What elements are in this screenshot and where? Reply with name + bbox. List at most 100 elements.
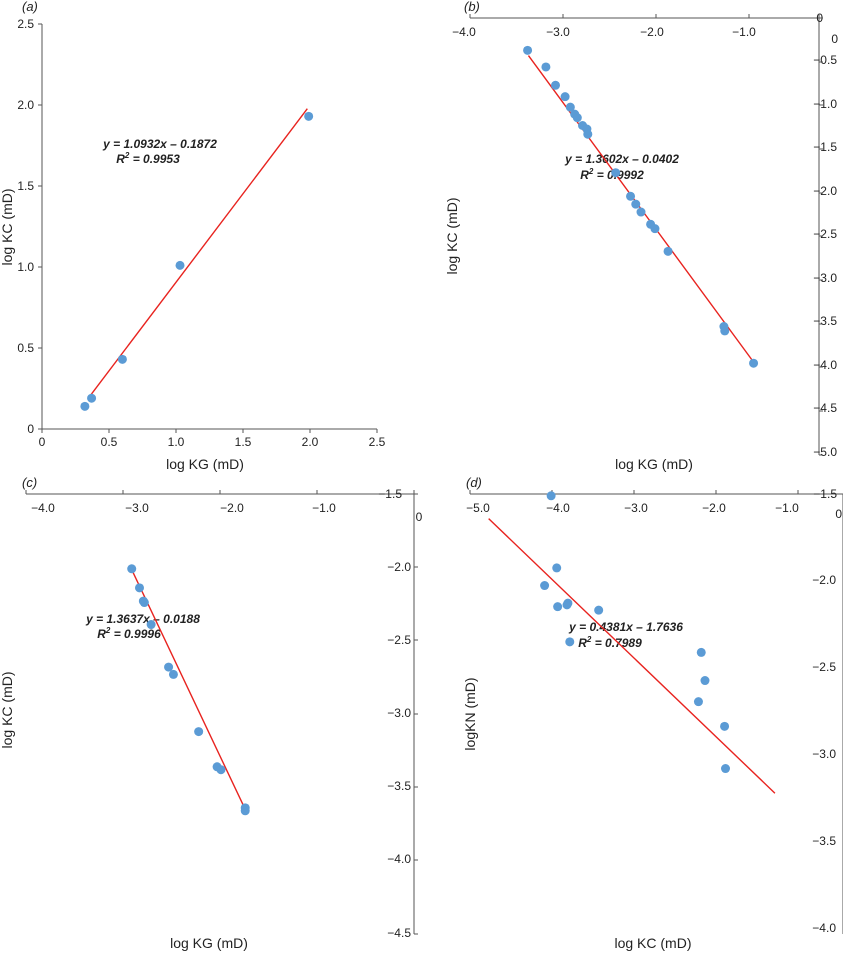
- panel-d-data-point: [540, 581, 550, 591]
- panel-b-equation: y = 1.3602x – 0.0402: [564, 152, 679, 166]
- panel-d-data-point: [700, 676, 710, 686]
- y-origin-label: 0: [835, 507, 842, 521]
- y-tick-label: 2.5: [17, 17, 34, 31]
- y-tick-label: −2.0: [812, 573, 836, 587]
- panel-d-equation: y = 0.4381x – 1.7636: [568, 620, 683, 634]
- panel-b-data-point: [636, 207, 646, 217]
- panel-b-data-point: [611, 168, 621, 178]
- panel-a-r-squared: R2 = 0.9953: [116, 151, 180, 166]
- y-tick-label: −2.5: [812, 660, 836, 674]
- y-tick-label: −4.0: [812, 921, 836, 935]
- panel-b-data-point: [663, 246, 673, 256]
- panel-b-y-axis-title: log KC (mD): [444, 197, 460, 274]
- panel-d-x-ticks: −5.0 −4.0 −3.0 −2.0 −1.0: [466, 501, 799, 515]
- panel-b-data-point: [560, 92, 570, 102]
- panel-b-data-point: [720, 326, 730, 336]
- y-tick-label: −1.0: [813, 97, 837, 111]
- y-tick-label: −2.0: [813, 184, 837, 198]
- panel-d-y-axis-title: logKN (mD): [462, 677, 478, 750]
- panel-c-x-ticks: −4.0 −3.0 −2.0 −1.0: [31, 501, 336, 515]
- panel-b-x-ticks: −4.0 −3.0 −2.0 −1.0 0: [452, 25, 838, 46]
- panel-a-label: (a): [22, 0, 38, 14]
- y-tick-label: −3.5: [813, 314, 837, 328]
- panel-a-data-point: [87, 393, 97, 403]
- x-tick-label: −3.0: [125, 501, 149, 515]
- panel-d-y-ticks: −1.5 −2.0 −2.5 −3.0 −3.5 −4.0: [812, 487, 837, 935]
- panel-d-data-point: [721, 764, 731, 774]
- x-tick-label: 2.0: [302, 435, 319, 449]
- panel-c-label: (c): [22, 475, 37, 490]
- y-tick-label: 0: [27, 422, 34, 436]
- panel-d-data-point: [553, 602, 563, 612]
- x-tick-label: −1.0: [732, 25, 756, 39]
- panel-b-y-ticks: 0 −0.5 −1.0 −1.5 −2.0 −2.5 −3.0 −3.5 −4.…: [813, 11, 837, 459]
- y-tick-label: 1.0: [17, 260, 34, 274]
- panel-a: (a) 0 0.5 1.0 1.5 2.0 2.5 0 0.5 1.0 1.5 …: [0, 0, 386, 472]
- y-tick-label: −2.0: [387, 560, 411, 574]
- y-tick-label: −3.0: [387, 706, 411, 720]
- x-tick-label: −2.0: [702, 501, 726, 515]
- panel-c-data-point: [146, 620, 156, 630]
- panel-a-data-point: [117, 354, 127, 364]
- panel-b-data-point: [523, 45, 533, 55]
- panel-c-data-point: [127, 564, 137, 574]
- panel-a-data-point: [175, 260, 185, 270]
- panel-b-data-point: [551, 80, 561, 90]
- panel-a-x-ticks: 0 0.5 1.0 1.5 2.0 2.5: [39, 435, 386, 449]
- panel-c-y-ticks: −1.5 −2.0 −2.5 −3.0 −3.5 −4.0 −4.5: [378, 487, 411, 940]
- y-tick-label: −5.0: [813, 445, 837, 459]
- panel-c-data-point: [216, 765, 226, 775]
- x-tick-label: −5.0: [466, 501, 490, 515]
- panel-c-data-point: [134, 583, 144, 593]
- panel-c-data-point: [164, 662, 174, 672]
- panel-b-data-point: [626, 191, 636, 201]
- panel-d-data-point: [546, 491, 556, 501]
- panel-d-trend-line: [488, 518, 776, 794]
- panel-c-data-point: [168, 669, 178, 679]
- panel-a-data-point: [304, 111, 314, 121]
- x-tick-label: −3.0: [546, 25, 570, 39]
- panel-b-label: (b): [464, 0, 480, 14]
- panel-a-y-ticks: 0 0.5 1.0 1.5 2.0 2.5: [17, 17, 34, 436]
- y-tick-label: −4.0: [813, 358, 837, 372]
- panel-b-data-point: [749, 358, 759, 368]
- panel-d-x-axis-title: log KC (mD): [614, 935, 691, 951]
- panel-d-data-point: [693, 697, 703, 707]
- x-tick-label: 0: [831, 32, 838, 46]
- y-tick-label: −4.5: [813, 401, 837, 415]
- panel-b: (b) −4.0 −3.0 −2.0 −1.0 0 0 −0.5 −1.0 −1…: [444, 0, 838, 472]
- y-tick-label: −4.0: [387, 852, 411, 866]
- y-tick-label: −1.5: [813, 140, 837, 154]
- x-tick-label: −1.0: [775, 501, 799, 515]
- x-tick-label: 1.0: [168, 435, 185, 449]
- y-tick-label: −3.0: [813, 271, 837, 285]
- x-tick-label: 1.5: [235, 435, 252, 449]
- panel-c-trend-line: [132, 571, 246, 810]
- y-tick-label: −2.5: [813, 227, 837, 241]
- panel-c: (c) −4.0 −3.0 −2.0 −1.0 0 −1.5 −2.0 −2.5…: [0, 475, 423, 951]
- x-tick-label: 0: [39, 435, 46, 449]
- x-tick-label: −3.0: [624, 501, 648, 515]
- y-tick-label: −3.5: [812, 834, 836, 848]
- panel-d-data-point: [594, 605, 604, 615]
- panel-c-y-axis-title: log KC (mD): [0, 671, 15, 748]
- panel-b-data-point: [572, 113, 582, 123]
- panel-d-r-squared: R2 = 0.7989: [578, 635, 642, 650]
- panel-b-data-point: [541, 62, 551, 72]
- panel-d-data-point: [720, 721, 730, 731]
- y-tick-label: −3.5: [387, 779, 411, 793]
- x-tick-label: −2.0: [640, 25, 664, 39]
- x-tick-label: 0.5: [101, 435, 118, 449]
- panel-a-data-point: [80, 401, 90, 411]
- x-tick-label: −4.0: [452, 25, 476, 39]
- panel-b-data-point: [631, 199, 641, 209]
- y-tick-label: −2.5: [387, 633, 411, 647]
- panel-d-data-point: [563, 598, 573, 608]
- panel-c-r-squared: R2 = 0.9996: [97, 626, 161, 641]
- panel-c-x-axis-title: log KG (mD): [170, 935, 248, 951]
- x-tick-label: −2.0: [220, 501, 244, 515]
- panel-d: (d) −5.0 −4.0 −3.0 −2.0 −1.0 0 −1.5 −2.0…: [462, 475, 843, 951]
- panel-c-equation: y = 1.3637x – 0.0188: [85, 612, 200, 626]
- panel-b-x-axis-title: log KG (mD): [615, 456, 693, 472]
